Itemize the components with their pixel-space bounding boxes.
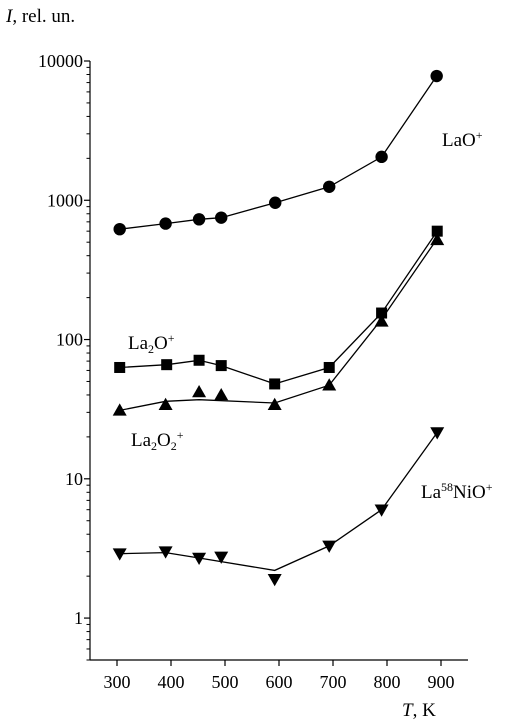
- x-tick-label-900: 900: [428, 672, 455, 692]
- data-point-la2o2-6: [374, 314, 389, 327]
- series-label-part: +: [476, 128, 483, 142]
- series-la2o: [114, 225, 443, 390]
- series-label-part: NiO: [453, 482, 486, 503]
- data-point-la58nio-2: [192, 552, 207, 566]
- x-tick-label-300: 300: [104, 672, 131, 692]
- data-point-lao-4: [269, 196, 282, 209]
- series-label-la58nio: La58NiO+: [421, 480, 493, 503]
- data-point-la2o-3: [215, 360, 227, 372]
- y-tick-label-100: 100: [56, 330, 83, 350]
- series-label-part: 58: [441, 480, 453, 494]
- data-point-la2o-5: [323, 361, 335, 373]
- data-point-lao-6: [375, 150, 388, 164]
- data-point-la58nio-4: [267, 574, 282, 587]
- y-axis-label: I, rel. un.: [5, 6, 75, 27]
- series-lao: [113, 69, 443, 236]
- data-point-la58nio-6: [374, 504, 389, 517]
- data-point-la2o2-5: [322, 378, 337, 391]
- data-point-la58nio-5: [322, 540, 337, 553]
- series-label-part: LaO: [442, 130, 476, 151]
- series-label-la2o: La2O+: [128, 331, 175, 355]
- y-tick-label-1: 1: [74, 608, 83, 628]
- series-label-part: La: [128, 333, 149, 354]
- data-point-la58nio-0: [112, 548, 127, 561]
- series-label-part: +: [168, 331, 175, 345]
- data-point-la2o2-3: [214, 387, 229, 401]
- data-point-la58nio-7: [430, 427, 445, 440]
- data-point-lao-2: [192, 213, 206, 226]
- x-axis-symbol: T: [402, 700, 414, 721]
- series-label-lao: LaO+: [442, 128, 483, 151]
- series-la2o2: [112, 232, 445, 416]
- y-tick-label-10: 10: [65, 469, 83, 489]
- y-axis-unit: , rel. un.: [12, 6, 75, 27]
- series-label-part: La: [421, 482, 442, 503]
- series-label-la2o2: La2O2+: [131, 428, 184, 452]
- data-point-lao-0: [113, 222, 126, 236]
- series-label-part: +: [177, 428, 184, 442]
- series-la58nio: [112, 427, 445, 587]
- data-point-la2o-6: [376, 307, 388, 319]
- series-label-part: +: [486, 480, 493, 494]
- data-point-la2o2-1: [158, 397, 173, 411]
- data-point-la2o2-7: [430, 232, 445, 246]
- x-tick-label-800: 800: [374, 672, 401, 692]
- x-axis-label: T, K: [402, 700, 436, 721]
- y-tick-label-10000: 10000: [38, 51, 83, 71]
- x-axis-unit: , K: [413, 700, 437, 721]
- series-label-part: 2: [171, 439, 177, 453]
- data-point-la2o-2: [193, 354, 205, 366]
- data-point-la2o-4: [269, 378, 281, 390]
- data-point-la2o-1: [161, 359, 173, 371]
- x-tick-label-500: 500: [212, 672, 239, 692]
- series-label-part: O: [157, 430, 171, 451]
- plot-area: 300 400 500 600 700 800 900110100100010000LaO+…: [38, 51, 493, 692]
- data-point-la2o-0: [114, 361, 126, 373]
- series-label-part: La: [131, 430, 152, 451]
- data-point-la58nio-3: [214, 551, 229, 564]
- data-point-lao-7: [430, 69, 443, 83]
- series-label-part: O: [154, 333, 168, 354]
- x-tick-label-400: 400: [158, 672, 185, 692]
- data-point-lao-1: [159, 217, 172, 230]
- y-tick-label-1000: 1000: [47, 190, 83, 210]
- series-label-part: 2: [151, 439, 157, 453]
- data-point-la2o-7: [431, 225, 443, 237]
- x-tick-label-700: 700: [320, 672, 347, 692]
- data-point-la2o2-4: [267, 397, 282, 411]
- y-axis-symbol: I: [5, 6, 14, 27]
- data-point-lao-5: [323, 180, 336, 193]
- x-tick-label-600: 600: [266, 672, 293, 692]
- series-label-part: 2: [148, 342, 154, 356]
- data-point-la2o2-0: [112, 403, 127, 416]
- data-point-lao-3: [215, 211, 228, 224]
- data-point-la58nio-1: [158, 546, 173, 559]
- data-point-la2o2-2: [192, 385, 207, 398]
